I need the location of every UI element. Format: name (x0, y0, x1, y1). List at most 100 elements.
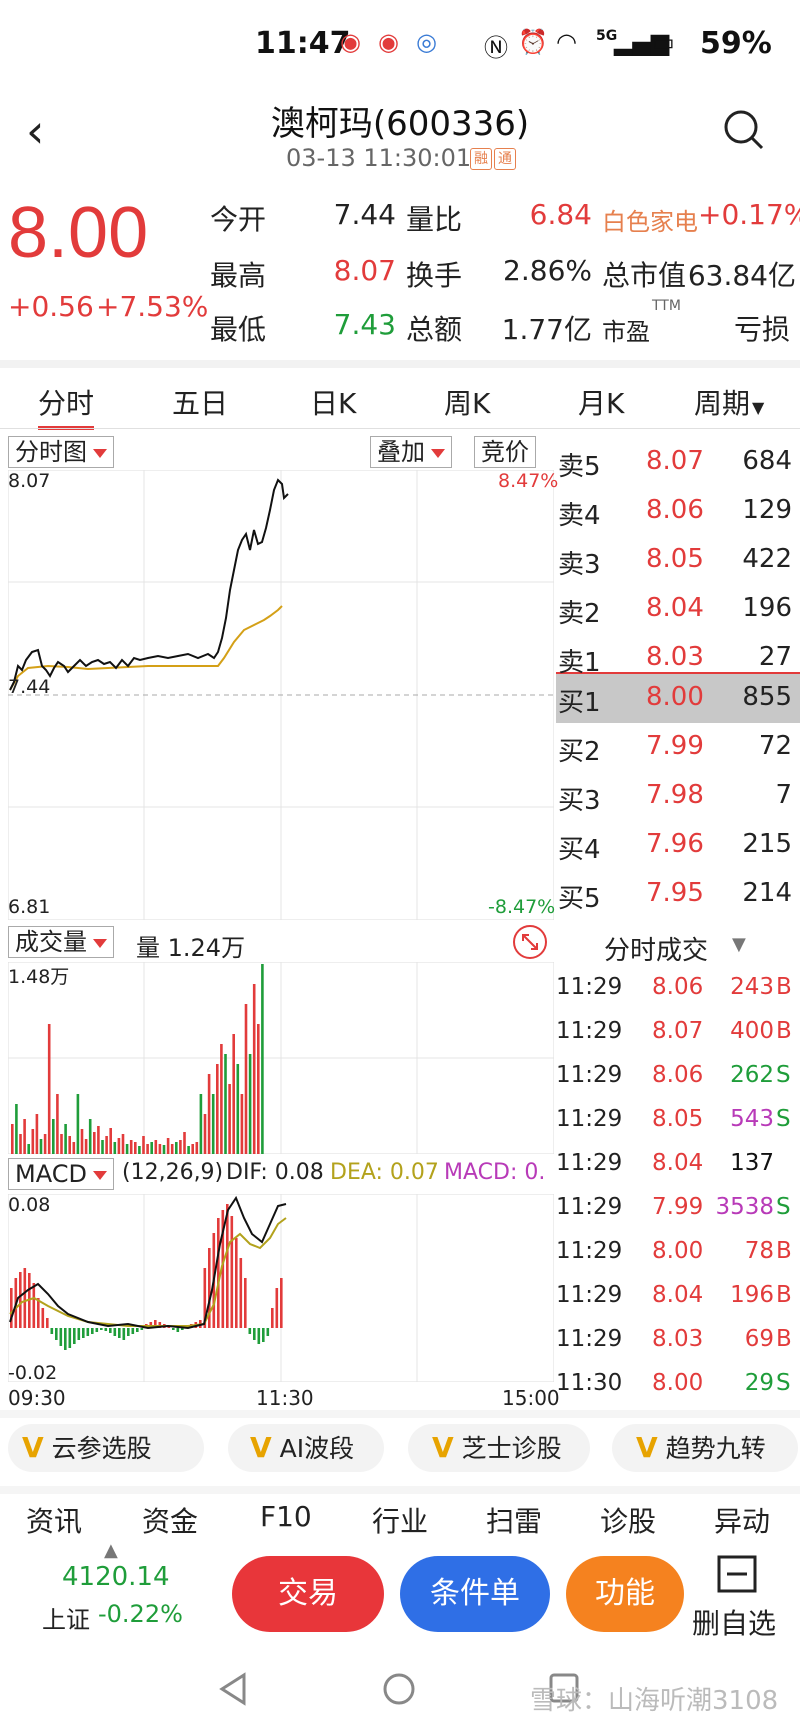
tick-volume: 29 (744, 1370, 774, 1396)
tick-row: 11:29 8.07 400 B (556, 1012, 800, 1056)
macd-chart[interactable] (8, 1194, 554, 1382)
ticks-title[interactable]: 分时成交 (604, 936, 709, 966)
amount-value: 1.77亿 (501, 313, 592, 346)
tab-monthly-k[interactable]: 月K (578, 387, 625, 420)
macd-bar (217, 1218, 220, 1328)
system-back-icon[interactable] (218, 1672, 248, 1706)
chevron-down-icon[interactable]: ▼ (732, 934, 746, 955)
nav-industry[interactable]: 行业 (372, 1505, 429, 1538)
volume-bar (244, 1004, 248, 1154)
nav-risk-scan[interactable]: 扫雷 (486, 1505, 543, 1538)
ask-row[interactable]: 卖3 8.05 422 (556, 536, 800, 585)
indicator-dropdown[interactable]: 成交量 (8, 926, 114, 958)
ask-price: 8.06 (646, 495, 704, 525)
pill-cloud-stock-pick[interactable]: V 云参选股 (8, 1424, 204, 1472)
tick-row: 11:29 7.99 3538 S (556, 1188, 800, 1232)
overlay-dropdown[interactable]: 叠加 (370, 436, 452, 468)
status-bar: 11:47 ◉ ◉ ◎ Ⓝ ⏰ ◠ 5G ▂▄▆ ▭ 59% (0, 0, 800, 90)
macd-bar (154, 1320, 157, 1328)
dropdown-arrow-icon (92, 1170, 107, 1180)
bid-row[interactable]: 买5 7.95 214 (556, 870, 800, 919)
remove-watchlist-icon[interactable] (716, 1554, 758, 1594)
search-icon[interactable] (722, 108, 766, 152)
tab-intraday[interactable]: 分时 (38, 387, 95, 420)
volume-chart[interactable] (8, 962, 554, 1154)
current-volume: 量 1.24万 (136, 934, 246, 962)
bid-price: 7.98 (646, 780, 704, 810)
tick-side: S (776, 1062, 791, 1088)
chart-type-dropdown[interactable]: 分时图 (8, 436, 114, 468)
tick-row: 11:29 8.04 137 (556, 1144, 800, 1188)
tick-price: 8.00 (652, 1370, 704, 1396)
bid-row[interactable]: 买4 7.96 215 (556, 821, 800, 870)
ask-price: 8.04 (646, 593, 704, 623)
connect-tag: 通 (494, 148, 516, 170)
macd-dropdown[interactable]: MACD (8, 1158, 114, 1190)
tick-price: 8.06 (652, 974, 704, 1000)
macd-bar (122, 1328, 126, 1340)
pill-cheese-diagnosis[interactable]: V 芝士诊股 (408, 1424, 590, 1472)
ask-row[interactable]: 卖4 8.06 129 (556, 487, 800, 536)
ask-row[interactable]: 卖5 8.07 684 (556, 438, 800, 487)
ask-level: 卖3 (558, 550, 601, 580)
tab-weekly-k[interactable]: 周K (444, 387, 491, 420)
macd-bar (41, 1308, 45, 1328)
chart-period-tabs: 分时 五日 日K 周K 月K 周期 ▼ (0, 360, 800, 430)
macd-bar (203, 1268, 207, 1328)
tab-five-day[interactable]: 五日 (172, 387, 229, 420)
tick-volume: 543 (730, 1106, 774, 1132)
nav-diagnosis[interactable]: 诊股 (600, 1505, 657, 1538)
volume-ratio-label: 量比 (406, 203, 463, 236)
trade-button[interactable]: 交易 (232, 1556, 384, 1632)
caret-up-icon[interactable]: ▲ (104, 1540, 118, 1561)
volume-bar (93, 1132, 96, 1154)
bid-level: 买2 (558, 737, 601, 767)
volume-bar (207, 1074, 211, 1154)
volume-bar (76, 1094, 80, 1154)
macd-axis-max: 0.08 (8, 1194, 51, 1216)
nav-capital[interactable]: 资金 (142, 1505, 199, 1538)
macd-bar (172, 1328, 175, 1330)
system-recents-icon[interactable] (548, 1672, 580, 1704)
volume-bar (134, 1142, 137, 1154)
pill-trend-nine[interactable]: V 趋势九转 (612, 1424, 798, 1472)
auction-button[interactable]: 竞价 (474, 436, 536, 468)
tick-time: 11:29 (556, 1326, 623, 1352)
volume-bar (109, 1128, 112, 1154)
bid-row[interactable]: 买1 8.00 855 (556, 674, 800, 723)
back-icon[interactable]: ‹ (26, 104, 45, 158)
tab-period[interactable]: 周期 ▼ (694, 382, 764, 422)
ask-row[interactable]: 卖2 8.04 196 (556, 585, 800, 634)
tick-side: B (776, 1326, 792, 1352)
bid-row[interactable]: 买3 7.98 7 (556, 772, 800, 821)
ask-volume: 129 (742, 495, 792, 525)
sector-link[interactable]: 白色家电 (602, 208, 698, 236)
macd-bar (221, 1210, 225, 1328)
bid-row[interactable]: 买2 7.99 72 (556, 723, 800, 772)
tab-daily-k[interactable]: 日K (310, 387, 357, 420)
nav-anomaly[interactable]: 异动 (714, 1505, 771, 1538)
nav-f10[interactable]: F10 (260, 1500, 312, 1533)
condition-order-button[interactable]: 条件单 (400, 1556, 550, 1632)
expand-icon[interactable] (512, 924, 548, 960)
network-type: 5G (596, 28, 618, 44)
bid-price: 7.96 (646, 829, 704, 859)
remove-watchlist-label[interactable]: 删自选 (692, 1607, 777, 1640)
function-button[interactable]: 功能 (566, 1556, 684, 1632)
order-book-divider (556, 672, 800, 674)
volume-bar (224, 1054, 227, 1154)
bid-level: 买1 (558, 688, 601, 718)
index-value[interactable]: 4120.14 (62, 1562, 170, 1592)
macd-value: MACD: 0. (444, 1160, 546, 1185)
macd-bar (230, 1216, 234, 1328)
volume-bar (191, 1144, 194, 1154)
stock-title: 澳柯玛(600336) (270, 104, 530, 144)
price-change-percent: +7.53% (96, 290, 209, 323)
pill-ai-band[interactable]: V AI波段 (228, 1424, 384, 1472)
tick-side: S (776, 1370, 791, 1396)
volume-bar (203, 1114, 207, 1154)
ask-row[interactable]: 卖1 8.03 27 (556, 634, 800, 683)
nav-news[interactable]: 资讯 (26, 1505, 83, 1538)
intraday-price-chart[interactable] (8, 470, 554, 920)
system-home-icon[interactable] (382, 1672, 416, 1706)
